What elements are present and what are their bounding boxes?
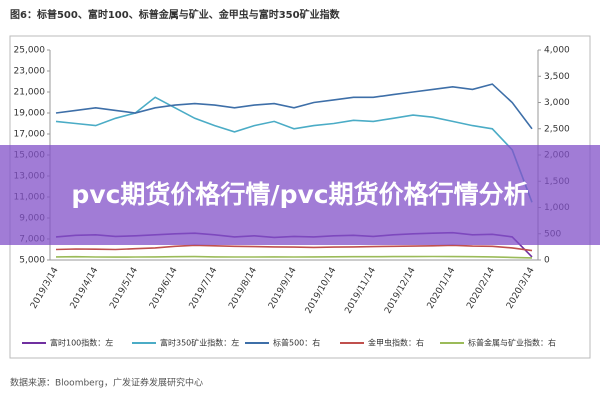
y-tick-label: 23,000 bbox=[14, 67, 46, 77]
legend-label: 金甲虫指数：右 bbox=[368, 338, 424, 348]
y-tick-label: 25,000 bbox=[14, 46, 46, 56]
overlay-banner: pvc期货价格行情/pvc期货价格行情分析 bbox=[0, 145, 600, 245]
source: 数据来源：Bloomberg，广发证券发展研究中心 bbox=[10, 377, 203, 389]
y2-tick-label: 3,500 bbox=[544, 72, 570, 82]
x-tick-label: 2020/2/14 bbox=[465, 266, 497, 311]
x-tick-label: 2020/3/14 bbox=[505, 266, 537, 311]
x-tick-label: 2019/6/14 bbox=[148, 266, 180, 311]
y-tick-label: 19,000 bbox=[14, 109, 46, 119]
legend-label: 标普500：右 bbox=[273, 338, 320, 348]
x-tick-label: 2019/4/14 bbox=[69, 266, 101, 311]
x-tick-label: 2019/3/14 bbox=[29, 266, 61, 311]
x-tick-label: 2020/1/14 bbox=[426, 266, 458, 311]
y2-tick-label: 3,000 bbox=[544, 98, 570, 108]
legend-label: 富时350矿业指数：左 bbox=[160, 338, 239, 348]
chart-title: 图6：标普500、富时100、标普金属与矿业、金甲虫与富时350矿业指数 bbox=[10, 8, 341, 21]
y2-tick-label: 0 bbox=[544, 256, 550, 266]
y-tick-label: 21,000 bbox=[14, 88, 46, 98]
overlay-text: pvc期货价格行情/pvc期货价格行情分析 bbox=[71, 180, 529, 209]
legend-label: 标普金属与矿业指数：右 bbox=[468, 338, 556, 348]
series-line bbox=[55, 83, 533, 130]
x-tick-label: 2019/11/14 bbox=[343, 266, 378, 316]
y-tick-label: 17,000 bbox=[14, 130, 46, 140]
y2-tick-label: 4,000 bbox=[544, 46, 570, 56]
legend-label: 富时100指数：左 bbox=[50, 338, 113, 348]
series-line bbox=[55, 255, 533, 259]
x-tick-label: 2019/5/14 bbox=[108, 266, 140, 311]
y-tick-label: 5,000 bbox=[19, 256, 45, 266]
x-tick-label: 2019/8/14 bbox=[227, 266, 259, 311]
x-tick-label: 2019/10/14 bbox=[304, 266, 339, 316]
series-line bbox=[55, 244, 533, 252]
x-tick-label: 2019/7/14 bbox=[188, 266, 220, 311]
y2-tick-label: 2,500 bbox=[544, 124, 570, 134]
x-tick-label: 2019/12/14 bbox=[383, 266, 418, 316]
x-tick-label: 2019/9/14 bbox=[267, 266, 299, 311]
